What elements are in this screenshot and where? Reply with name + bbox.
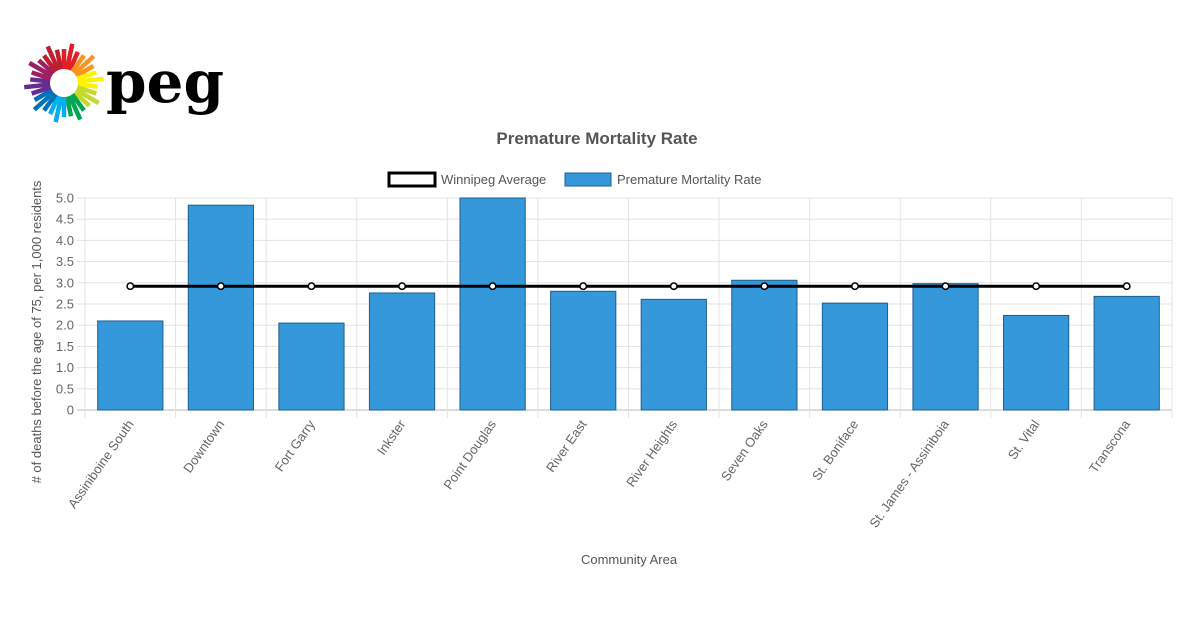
y-tick-label: 1.5 [56, 339, 74, 354]
sunburst-ray [48, 94, 61, 115]
y-tick-label: 4.0 [56, 233, 74, 248]
y-tick-label: 5.0 [56, 191, 74, 206]
sunburst-ray [54, 49, 64, 70]
x-tick-label: River Heights [623, 417, 680, 490]
bar-inkster[interactable] [368, 292, 436, 411]
x-tick-label: Transcona [1086, 416, 1134, 475]
bars [97, 197, 1160, 411]
x-tick-label: Inkster [374, 417, 409, 458]
bar-transcona[interactable] [1093, 295, 1160, 411]
sunburst-ray [70, 54, 86, 73]
legend-item-winnipeg-average[interactable]: Winnipeg Average [387, 171, 546, 188]
y-tick-label: 1.0 [56, 360, 74, 375]
sunburst-ray [53, 96, 64, 123]
average-point[interactable] [126, 282, 135, 291]
sunburst-ray [29, 77, 51, 84]
y-axis-label: # of deaths before the age of 75, per 1,… [29, 180, 44, 483]
sunburst-ray [72, 54, 96, 76]
sunburst-ray [74, 64, 95, 78]
sunburst-ray [77, 76, 105, 84]
average-point[interactable] [398, 282, 406, 291]
sunburst-ray [70, 93, 86, 112]
legend-label: Winnipeg Average [441, 172, 546, 187]
bar-seven-oaks[interactable] [731, 279, 798, 411]
sunburst-ray [23, 82, 51, 90]
sunburst-ray [28, 61, 54, 78]
sunburst-ray [45, 45, 61, 72]
x-tick-label: Downtown [180, 417, 227, 475]
chart-title: Premature Mortality Rate [496, 129, 697, 148]
x-tick-label: Assiniboine South [65, 417, 137, 511]
sunburst-ray [64, 96, 74, 117]
average-point[interactable] [1032, 282, 1041, 291]
sunburst-ray [37, 58, 56, 76]
x-tick-label: St. James - Assiniboia [866, 416, 952, 530]
y-tick-label: 0.5 [56, 381, 74, 396]
bar-st-vital[interactable] [1003, 314, 1070, 411]
average-point[interactable] [307, 282, 316, 291]
average-line [126, 282, 1131, 291]
sunburst-ray [30, 70, 52, 81]
average-point[interactable] [488, 282, 497, 291]
x-axis-label: Community Area [581, 552, 678, 567]
x-tick-label: River East [543, 417, 590, 475]
bar-st-boniface[interactable] [821, 302, 889, 411]
sunburst-ray [76, 70, 98, 81]
y-tick-label: 3.5 [56, 254, 74, 269]
y-tick-label: 2.5 [56, 297, 74, 312]
y-tick-label: 4.5 [56, 212, 74, 227]
sunburst-ray [77, 82, 99, 89]
sunburst-ray [33, 88, 54, 102]
sunburst-ray [72, 90, 91, 108]
bar-st-james-assiniboia[interactable] [912, 283, 979, 411]
sunburst-ray [32, 90, 56, 112]
y-tick-label: 2.0 [56, 318, 74, 333]
sunburst-ray [30, 85, 52, 96]
y-tick-label: 3.0 [56, 275, 74, 290]
sunburst-ray [42, 93, 58, 112]
legend-swatch-line [387, 171, 437, 188]
average-point[interactable] [669, 282, 678, 291]
sunburst-ray [67, 94, 83, 121]
legend: Winnipeg Average Premature Mortality Rat… [387, 171, 762, 188]
bar-fort-garry[interactable] [278, 322, 345, 411]
legend-item-premature-mortality-rate[interactable]: Premature Mortality Rate [564, 172, 762, 187]
sunburst-ray [74, 88, 100, 105]
average-point[interactable] [760, 282, 769, 291]
bar-assiniboine-south[interactable] [97, 320, 164, 411]
average-point[interactable] [1122, 282, 1131, 291]
bar-point-douglas[interactable] [459, 197, 526, 411]
x-tick-label: Point Douglas [440, 417, 499, 492]
bar-river-east[interactable] [550, 290, 617, 411]
legend-swatch-bar [564, 172, 612, 187]
x-tick-label: Seven Oaks [718, 417, 771, 484]
x-tick-label: Fort Garry [272, 417, 319, 475]
average-point[interactable] [941, 282, 950, 291]
grid [77, 197, 1173, 418]
bar-downtown[interactable] [187, 204, 254, 411]
logo-text: peg [106, 48, 224, 116]
x-tick-label: St. Boniface [809, 417, 862, 483]
sunburst-ray [76, 85, 98, 96]
y-axis-ticks: 0 0.5 1.0 1.5 2.0 2.5 3.0 3.5 4.0 4.5 5.0 [56, 191, 74, 418]
legend-label: Premature Mortality Rate [617, 172, 762, 187]
sunburst-ray [64, 43, 75, 70]
sunburst-ray [67, 51, 80, 72]
y-tick-label: 0 [67, 403, 74, 418]
x-axis-ticks: Assiniboine South Downtown Fort Garry Inkst… [65, 416, 1134, 530]
x-tick-label: St. Vital [1005, 417, 1043, 462]
average-point[interactable] [579, 282, 588, 291]
bar-river-heights[interactable] [640, 298, 707, 411]
average-point[interactable] [851, 282, 859, 291]
average-point[interactable] [216, 282, 225, 291]
sunburst-icon [23, 43, 105, 123]
sunburst-ray [42, 54, 58, 73]
peg-logo: peg [23, 43, 224, 123]
